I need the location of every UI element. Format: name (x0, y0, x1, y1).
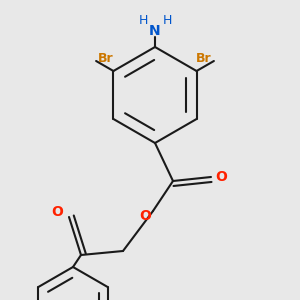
Text: N: N (149, 24, 161, 38)
Text: H: H (162, 14, 172, 28)
Text: O: O (139, 209, 151, 223)
Text: Br: Br (196, 52, 212, 65)
Text: O: O (215, 170, 227, 184)
Text: O: O (51, 205, 63, 219)
Text: Br: Br (98, 52, 114, 65)
Text: H: H (138, 14, 148, 28)
